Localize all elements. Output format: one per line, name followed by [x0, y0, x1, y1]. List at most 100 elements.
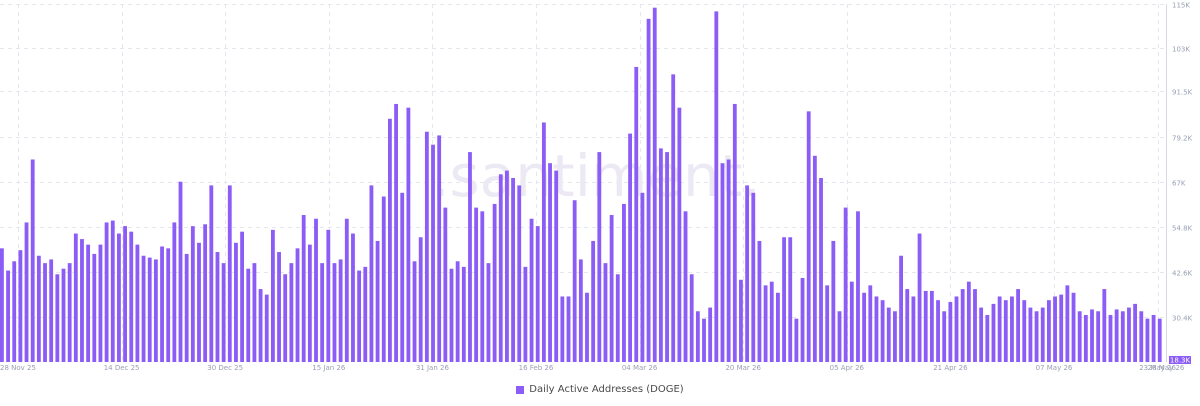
bar[interactable]	[985, 314, 990, 362]
bar[interactable]	[209, 185, 214, 362]
bar[interactable]	[677, 107, 682, 362]
bar[interactable]	[431, 144, 435, 362]
bar[interactable]	[979, 307, 984, 362]
bar[interactable]	[461, 266, 466, 362]
bar[interactable]	[227, 185, 232, 362]
bar[interactable]	[344, 218, 349, 362]
bar[interactable]	[991, 303, 996, 362]
bar[interactable]	[363, 266, 368, 362]
bar[interactable]	[1133, 303, 1138, 362]
bar[interactable]	[381, 196, 386, 362]
bar[interactable]	[763, 285, 768, 362]
bar[interactable]	[153, 259, 158, 362]
bar[interactable]	[277, 252, 281, 362]
bar[interactable]	[776, 292, 780, 362]
bar[interactable]	[862, 292, 867, 362]
bar[interactable]	[1151, 314, 1156, 362]
bar[interactable]	[886, 307, 891, 362]
bar[interactable]	[517, 185, 522, 362]
bar[interactable]	[960, 289, 965, 362]
bar[interactable]	[856, 211, 860, 362]
bar[interactable]	[905, 289, 910, 362]
bar[interactable]	[480, 211, 485, 362]
bar[interactable]	[184, 253, 189, 362]
bar[interactable]	[1003, 300, 1008, 362]
bar[interactable]	[338, 259, 343, 362]
bar[interactable]	[307, 244, 312, 362]
bar[interactable]	[893, 311, 897, 362]
bar[interactable]	[61, 268, 66, 362]
bar[interactable]	[843, 207, 848, 362]
bar[interactable]	[899, 255, 903, 362]
bar[interactable]	[80, 239, 84, 362]
bar[interactable]	[326, 229, 331, 362]
bar[interactable]	[197, 242, 201, 362]
bar[interactable]	[314, 218, 318, 362]
bar[interactable]	[449, 268, 454, 362]
bar[interactable]	[1016, 289, 1021, 362]
bar[interactable]	[658, 148, 663, 362]
bar[interactable]	[369, 185, 374, 362]
bar[interactable]	[757, 240, 762, 362]
bar[interactable]	[911, 296, 916, 362]
bar[interactable]	[566, 296, 571, 362]
bar[interactable]	[1139, 311, 1144, 362]
bar[interactable]	[12, 261, 17, 362]
bar[interactable]	[695, 311, 700, 362]
bar[interactable]	[357, 270, 362, 362]
bar[interactable]	[609, 215, 614, 362]
bar[interactable]	[215, 252, 220, 362]
bar[interactable]	[1028, 307, 1033, 362]
bar[interactable]	[800, 277, 805, 362]
bar[interactable]	[67, 263, 72, 362]
bar[interactable]	[474, 207, 479, 362]
bar[interactable]	[868, 285, 873, 362]
bar[interactable]	[1040, 307, 1045, 362]
bar[interactable]	[578, 259, 583, 362]
bar[interactable]	[572, 200, 577, 362]
legend[interactable]: Daily Active Addresses (DOGE)	[0, 384, 1200, 395]
bar[interactable]	[560, 296, 565, 362]
bar[interactable]	[788, 237, 793, 362]
bar[interactable]	[18, 250, 23, 362]
bar[interactable]	[837, 311, 842, 362]
bar[interactable]	[400, 192, 405, 362]
bar[interactable]	[523, 266, 528, 362]
bar[interactable]	[1083, 314, 1088, 362]
bar[interactable]	[973, 289, 977, 362]
bar[interactable]	[394, 103, 398, 363]
bar[interactable]	[406, 107, 411, 362]
bar[interactable]	[720, 163, 725, 362]
bar[interactable]	[751, 192, 756, 362]
bar[interactable]	[1120, 311, 1125, 362]
bar[interactable]	[1127, 307, 1131, 362]
bar[interactable]	[289, 263, 294, 362]
bar[interactable]	[628, 133, 633, 362]
bar[interactable]	[739, 279, 743, 362]
bar[interactable]	[388, 118, 392, 363]
bar[interactable]	[98, 244, 103, 362]
bar[interactable]	[652, 7, 657, 362]
bar[interactable]	[541, 122, 546, 362]
bar[interactable]	[708, 307, 713, 362]
bar[interactable]	[375, 240, 380, 362]
bar[interactable]	[1065, 285, 1070, 362]
bar[interactable]	[1102, 289, 1107, 362]
bar[interactable]	[468, 152, 472, 362]
bar[interactable]	[535, 226, 540, 362]
bar[interactable]	[73, 233, 78, 362]
bar[interactable]	[880, 300, 885, 362]
bar[interactable]	[283, 274, 288, 362]
bar[interactable]	[1046, 300, 1051, 362]
bar[interactable]	[831, 240, 836, 362]
bar[interactable]	[301, 215, 306, 362]
bar[interactable]	[36, 255, 41, 362]
bar[interactable]	[86, 244, 91, 362]
bar[interactable]	[548, 163, 552, 362]
bar[interactable]	[264, 294, 269, 362]
bar[interactable]	[1022, 300, 1027, 362]
bar[interactable]	[252, 263, 257, 362]
bar[interactable]	[135, 244, 140, 362]
bar[interactable]	[1096, 311, 1101, 362]
bar[interactable]	[123, 226, 127, 362]
